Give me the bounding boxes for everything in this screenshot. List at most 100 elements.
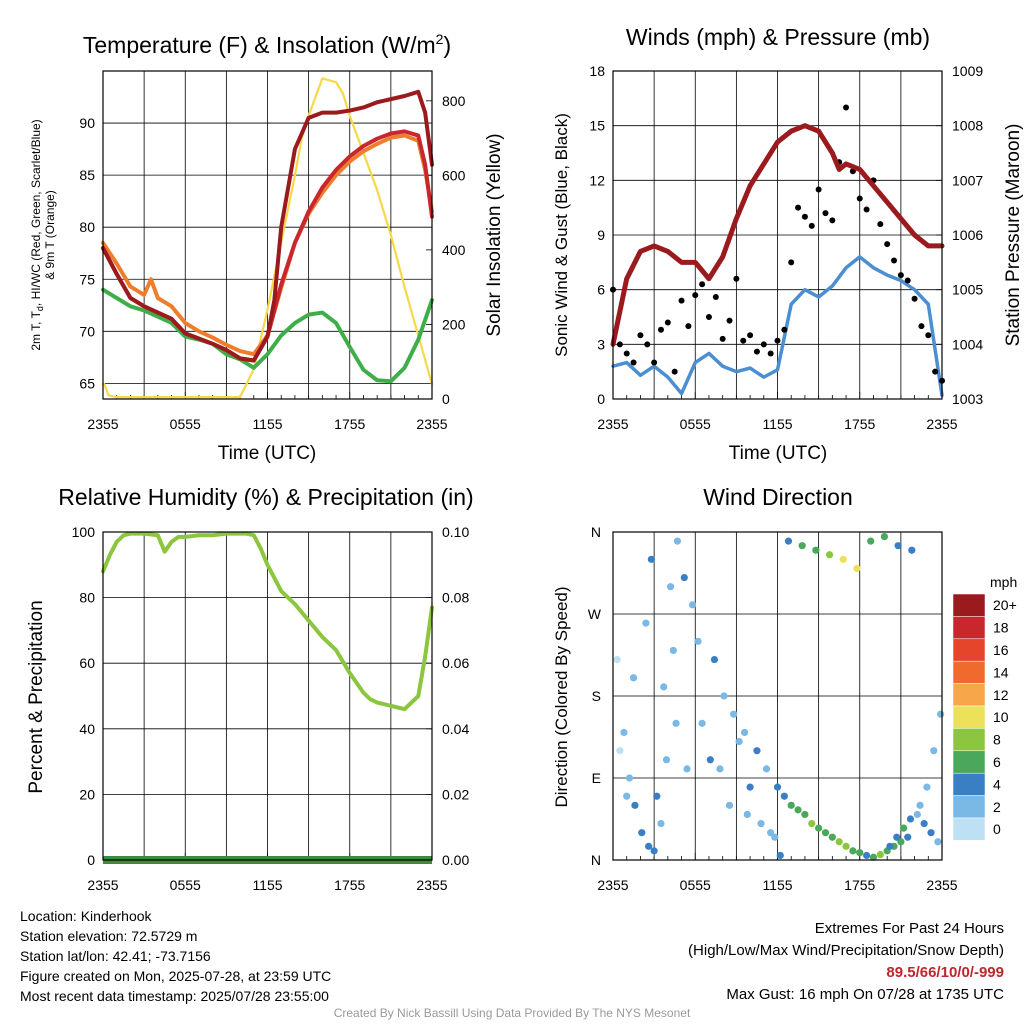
- x-tick-label: 2355: [87, 416, 118, 432]
- wind-direction-point: [894, 542, 902, 550]
- gust-point: [795, 204, 802, 211]
- y-tick-label: 75: [79, 271, 95, 287]
- y2-tick-label: 0.02: [442, 786, 469, 802]
- wind-direction-point: [625, 774, 634, 782]
- wind-direction-point: [821, 829, 830, 837]
- wind-direction-point: [657, 819, 665, 828]
- x-tick-label: 2355: [597, 416, 628, 432]
- y2-tick-label: 600: [442, 167, 466, 183]
- legend-swatch: [952, 772, 986, 796]
- series-sonic-wind: [611, 255, 944, 398]
- wind-direction-point: [683, 765, 691, 773]
- legend-label: 10: [993, 709, 1009, 725]
- y-tick-label: 6: [597, 282, 605, 298]
- wind-direction-point: [680, 573, 688, 582]
- gust-point: [911, 295, 918, 302]
- x-tick-label: 2355: [416, 416, 447, 432]
- x-tick-label: 2355: [926, 877, 957, 893]
- gust-point: [637, 332, 644, 339]
- y-tick-label: 65: [79, 375, 95, 391]
- gust-point: [843, 104, 850, 111]
- wind-direction-point: [743, 810, 751, 819]
- legend-label: 20+: [993, 597, 1017, 613]
- wind-direction-point: [753, 747, 761, 755]
- winds-panel: Winds (mph) & Pressure (mb) Time (UTC) S…: [552, 24, 1024, 464]
- wind-direction-ylabel: Direction (Colored By Speed): [552, 586, 571, 807]
- y2-tick-label: 800: [442, 93, 466, 109]
- legend-label: 6: [993, 754, 1001, 770]
- humidity-ylabel: Percent & Precipitation: [26, 600, 47, 793]
- wind-direction-point: [666, 583, 675, 591]
- x-tick-label: 1155: [762, 416, 792, 432]
- gust-point: [925, 332, 932, 339]
- wind-direction-point: [787, 801, 795, 809]
- wind-direction-point: [741, 728, 749, 737]
- gust-point: [692, 292, 699, 299]
- gust-point: [788, 259, 795, 266]
- y-tick-label: 15: [589, 118, 605, 134]
- gust-point: [767, 350, 774, 357]
- x-tick-label: 0555: [170, 416, 201, 432]
- legend-label: 2: [993, 799, 1001, 815]
- wind-direction-point: [629, 674, 638, 682]
- y-tick-label: N: [591, 524, 601, 540]
- y-tick-label: 80: [79, 590, 95, 606]
- y2-tick-label: 1005: [952, 282, 983, 298]
- recent-text: Most recent data timestamp: 2025/07/28 2…: [20, 988, 329, 1004]
- gust-point: [774, 337, 781, 344]
- wind-direction-point: [631, 801, 639, 809]
- y2-tick-label: 1006: [952, 227, 983, 243]
- y2-tick-label: 1003: [952, 391, 983, 407]
- x-tick-label: 1155: [762, 877, 792, 893]
- elevation-text: Station elevation: 72.5729 m: [20, 928, 198, 944]
- gust-point: [685, 323, 692, 330]
- y2-tick-label: 0.00: [442, 852, 469, 868]
- y-tick-label: 0: [597, 391, 605, 407]
- wind-direction-point: [930, 747, 938, 755]
- winds-y2label: Station Pressure (Maroon): [1003, 124, 1024, 347]
- gust-point: [747, 332, 754, 339]
- x-tick-label: 1755: [844, 877, 875, 893]
- station-info: Location: Kinderhook Station elevation: …: [20, 906, 331, 1006]
- gust-point: [897, 272, 904, 279]
- legend-title: mph: [990, 574, 1017, 590]
- gust-point: [616, 341, 623, 348]
- y-tick-label: 80: [79, 219, 95, 235]
- legend-swatch: [952, 593, 986, 617]
- y-tick-label: 40: [79, 721, 95, 737]
- y-tick-label: 70: [79, 323, 95, 339]
- wind-direction-point: [900, 824, 908, 832]
- wind-direction-point: [923, 783, 931, 791]
- legend-swatch: [952, 616, 986, 640]
- credit-text: Created By Nick Bassill Using Data Provi…: [333, 1006, 691, 1020]
- wind-direction-point: [876, 850, 884, 859]
- wind-direction-point: [613, 655, 621, 664]
- legend-label: 18: [993, 620, 1009, 636]
- wind-direction-point: [828, 833, 836, 841]
- location-text: Location: Kinderhook: [20, 908, 152, 924]
- temperature-xlabel: Time (UTC): [218, 443, 317, 464]
- gust-point: [699, 281, 706, 288]
- legend-label: 8: [993, 732, 1001, 748]
- gust-point: [801, 213, 808, 220]
- legend-swatch: [952, 750, 986, 774]
- y2-tick-label: 1008: [952, 118, 983, 134]
- gust-point: [644, 341, 651, 348]
- winds-title: Winds (mph) & Pressure (mb): [626, 24, 930, 50]
- wind-direction-point: [771, 833, 779, 841]
- wind-direction-point: [620, 728, 628, 737]
- wind-direction-point: [886, 842, 894, 850]
- gust-point: [815, 186, 822, 193]
- wind-direction-point: [623, 792, 631, 800]
- legend-label: 0: [993, 821, 1001, 837]
- wind-direction-point: [642, 619, 650, 627]
- gust-point: [678, 297, 685, 304]
- x-tick-label: 0555: [170, 877, 201, 893]
- y2-tick-label: 1007: [952, 172, 983, 188]
- wind-direction-title: Wind Direction: [703, 484, 853, 510]
- wind-direction-point: [937, 710, 945, 718]
- wind-direction-point: [780, 792, 788, 800]
- y-tick-label: W: [588, 606, 602, 622]
- temperature-panel: Temperature (F) & Insolation (W/m2) Time…: [29, 31, 505, 464]
- wind-direction-point: [913, 810, 921, 819]
